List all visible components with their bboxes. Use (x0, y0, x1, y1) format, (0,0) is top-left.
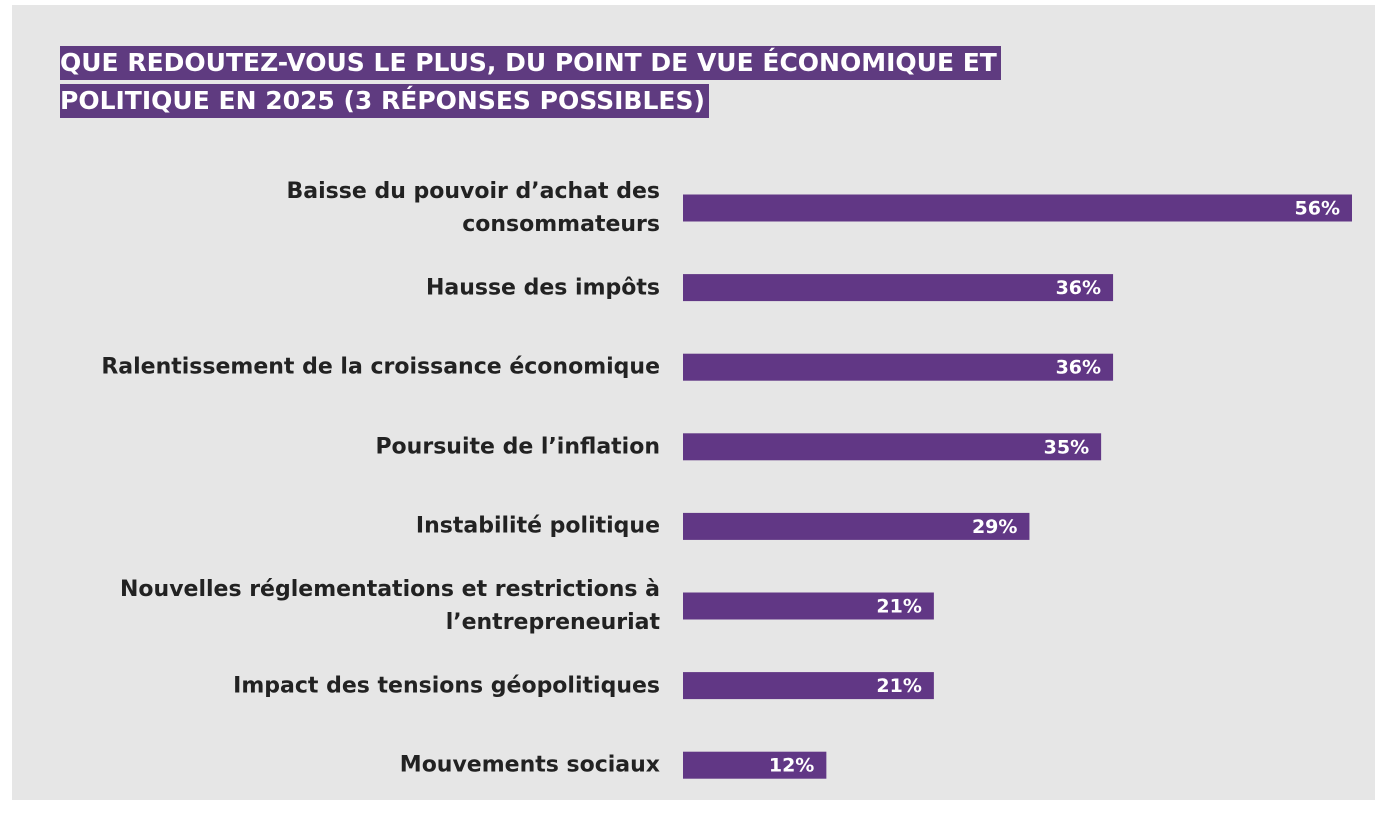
chart-title-box: QUE REDOUTEZ-VOUS LE PLUS, DU POINT DE V… (60, 44, 1020, 120)
bar (683, 512, 1030, 540)
bar (683, 353, 1114, 381)
category-label: Poursuite de l’inflation (375, 434, 660, 460)
category-label: Nouvelles réglementations et restriction… (120, 577, 660, 635)
value-label: 36% (1056, 277, 1101, 299)
category-label: Instabilité politique (415, 513, 660, 539)
value-label: 21% (876, 596, 921, 618)
bar (683, 433, 1102, 461)
category-label: Mouvements sociaux (399, 752, 660, 778)
value-label: 21% (876, 675, 921, 697)
value-label: 29% (972, 516, 1017, 538)
value-label: 36% (1056, 357, 1101, 379)
bar (683, 751, 827, 779)
value-label: 12% (769, 755, 814, 777)
chart-panel (12, 5, 1375, 800)
category-label: Baisse du pouvoir d’achat des consommate… (286, 179, 660, 237)
value-label: 35% (1044, 436, 1089, 458)
bar (683, 194, 1352, 222)
bar (683, 672, 934, 700)
category-label: Ralentissement de la croissance économiq… (101, 354, 660, 380)
bar (683, 274, 1114, 302)
category-label: Impact des tensions géopolitiques (233, 673, 660, 699)
bar (683, 592, 934, 620)
category-label: Hausse des impôts (425, 275, 660, 301)
value-label: 56% (1295, 198, 1340, 220)
